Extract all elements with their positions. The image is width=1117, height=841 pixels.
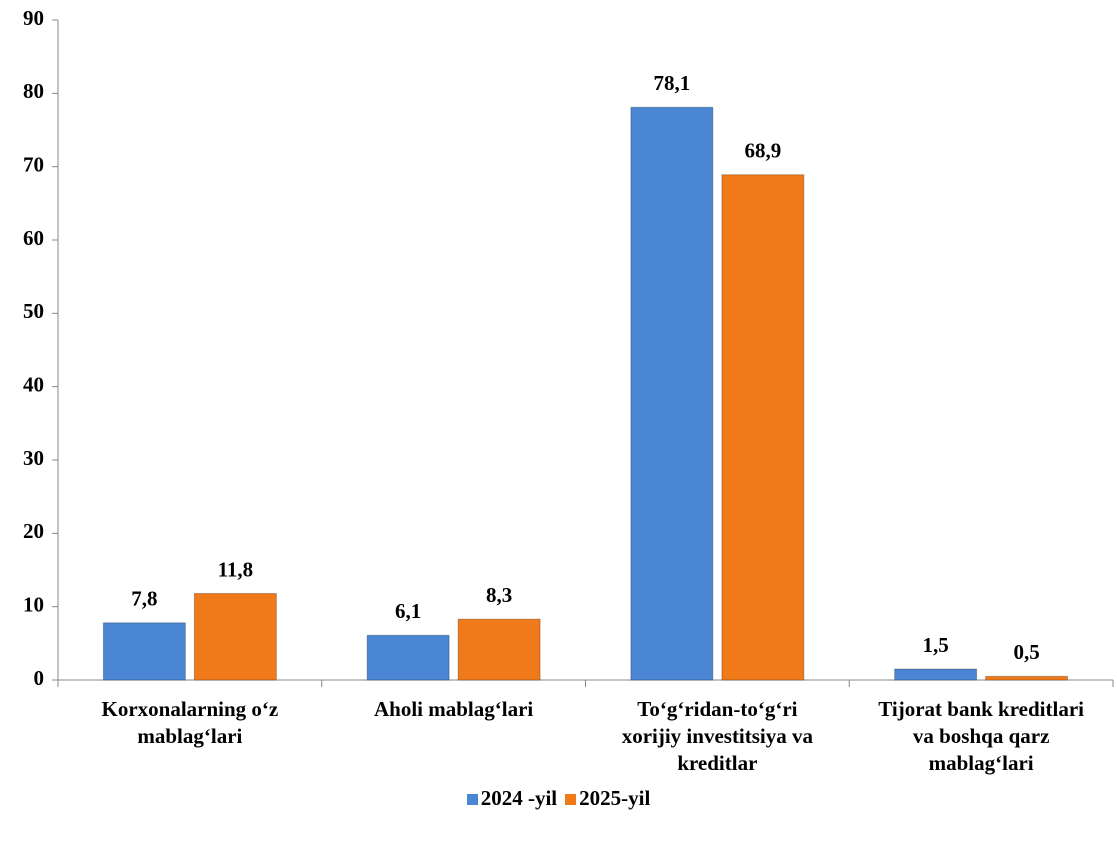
value-label: 8,3 <box>486 583 512 607</box>
bar <box>193 592 277 681</box>
y-tick-label: 80 <box>23 79 44 103</box>
value-label: 7,8 <box>131 587 157 611</box>
legend: 2024 -yil 2025-yil <box>0 786 1117 811</box>
bar <box>457 618 541 681</box>
value-label: 0,5 <box>1014 640 1040 664</box>
value-label: 6,1 <box>395 599 421 623</box>
x-tick-label: Aholi mablag‘lari <box>373 697 534 721</box>
bar <box>985 675 1069 681</box>
x-tick-label: To‘g‘ridan-to‘g‘ri xorijiy investitsiya … <box>621 697 814 775</box>
y-tick-label: 40 <box>23 372 44 396</box>
y-tick-label: 30 <box>23 446 44 470</box>
legend-swatch <box>565 794 577 805</box>
y-tick-label: 50 <box>23 299 44 323</box>
x-tick-label: Tijorat bank kreditlari va boshqa qarz m… <box>878 697 1084 775</box>
legend-item: 2024 -yil <box>466 786 558 811</box>
value-label: 68,9 <box>745 139 782 163</box>
bar <box>366 634 450 681</box>
y-tick-label: 0 <box>34 666 45 690</box>
bar <box>894 668 978 681</box>
bar <box>102 622 186 681</box>
legend-swatch <box>466 794 478 805</box>
y-tick-label: 70 <box>23 152 44 176</box>
y-tick-label: 10 <box>23 592 44 616</box>
y-tick-label: 90 <box>23 6 44 30</box>
x-tick-label: Korxonalarning o‘z mablag‘lari <box>101 697 279 748</box>
value-label: 11,8 <box>218 557 254 581</box>
value-label: 78,1 <box>654 71 691 95</box>
bar <box>630 106 714 681</box>
legend-label: 2025-yil <box>579 786 651 810</box>
value-label: 1,5 <box>923 633 949 657</box>
y-tick-label: 20 <box>23 519 44 543</box>
bar <box>721 174 805 681</box>
legend-label: 2024 -yil <box>480 786 558 810</box>
y-tick-label: 60 <box>23 226 44 250</box>
legend-item: 2025-yil <box>565 786 650 811</box>
